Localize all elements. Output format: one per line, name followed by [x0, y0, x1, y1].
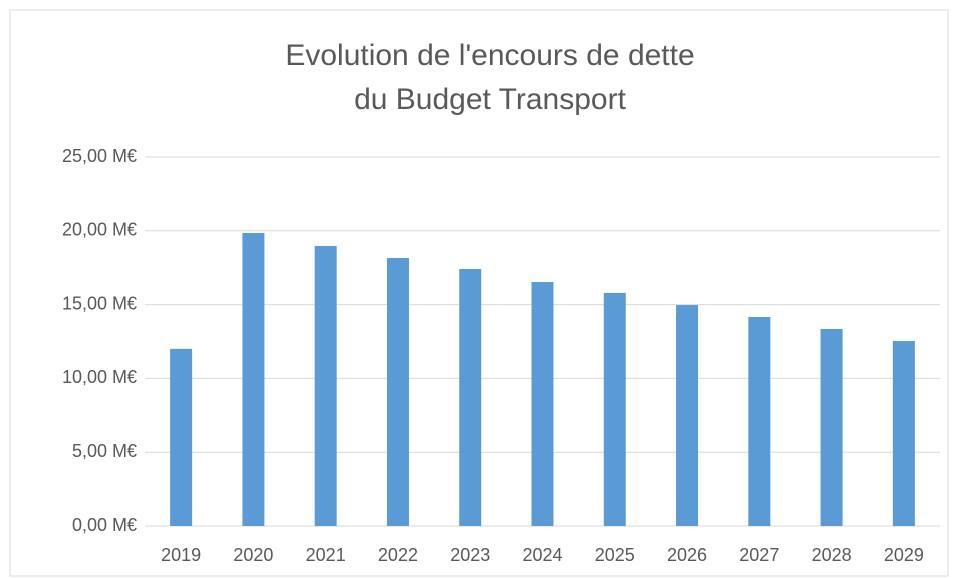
x-tick-label: 2028 [812, 545, 852, 565]
y-tick-label: 15,00 M€ [62, 293, 137, 313]
x-tick-label: 2027 [739, 545, 779, 565]
x-tick-label: 2026 [667, 545, 707, 565]
bar [314, 246, 337, 526]
x-tick-label: 2020 [233, 545, 273, 565]
y-tick-label: 5,00 M€ [72, 441, 137, 461]
y-tick-label: 25,00 M€ [62, 146, 137, 166]
bar [242, 233, 265, 526]
y-tick-label: 0,00 M€ [72, 515, 137, 535]
bar [459, 269, 482, 526]
x-tick-label: 2025 [595, 545, 635, 565]
bar [170, 348, 193, 526]
bar [892, 341, 915, 526]
bar [603, 292, 626, 526]
chart-title: Evolution de l'encours de dette [285, 39, 694, 72]
x-tick-label: 2021 [306, 545, 346, 565]
chart-title: du Budget Transport [354, 83, 627, 116]
x-tick-label: 2022 [378, 545, 418, 565]
x-tick-label: 2019 [161, 545, 201, 565]
x-tick-label: 2024 [522, 545, 562, 565]
bar [676, 305, 699, 526]
bar [386, 257, 409, 526]
bar [748, 316, 771, 526]
x-tick-label: 2023 [450, 545, 490, 565]
y-tick-label: 10,00 M€ [62, 367, 137, 387]
bar [820, 328, 843, 526]
bar [531, 282, 554, 526]
x-tick-label: 2029 [884, 545, 924, 565]
y-tick-label: 20,00 M€ [62, 220, 137, 240]
